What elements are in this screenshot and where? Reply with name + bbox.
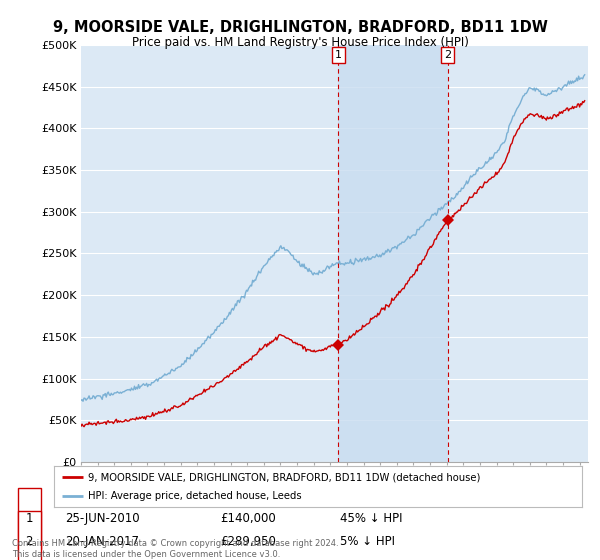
- Text: 20-JAN-2017: 20-JAN-2017: [65, 535, 139, 548]
- FancyBboxPatch shape: [17, 488, 41, 549]
- Text: 25-JUN-2010: 25-JUN-2010: [65, 512, 140, 525]
- Text: 2: 2: [25, 535, 33, 548]
- Text: Price paid vs. HM Land Registry's House Price Index (HPI): Price paid vs. HM Land Registry's House …: [131, 36, 469, 49]
- FancyBboxPatch shape: [17, 511, 41, 560]
- Text: 1: 1: [335, 50, 342, 60]
- Text: £289,950: £289,950: [220, 535, 276, 548]
- Text: 45% ↓ HPI: 45% ↓ HPI: [340, 512, 403, 525]
- Text: 9, MOORSIDE VALE, DRIGHLINGTON, BRADFORD, BD11 1DW: 9, MOORSIDE VALE, DRIGHLINGTON, BRADFORD…: [53, 20, 547, 35]
- Text: Contains HM Land Registry data © Crown copyright and database right 2024.
This d: Contains HM Land Registry data © Crown c…: [12, 539, 338, 559]
- Bar: [338, 45, 448, 462]
- Text: 2: 2: [444, 50, 451, 60]
- Text: £140,000: £140,000: [220, 512, 276, 525]
- Text: 5% ↓ HPI: 5% ↓ HPI: [340, 535, 395, 548]
- Text: HPI: Average price, detached house, Leeds: HPI: Average price, detached house, Leed…: [88, 491, 302, 501]
- Text: 1: 1: [25, 512, 33, 525]
- Text: 9, MOORSIDE VALE, DRIGHLINGTON, BRADFORD, BD11 1DW (detached house): 9, MOORSIDE VALE, DRIGHLINGTON, BRADFORD…: [88, 473, 481, 482]
